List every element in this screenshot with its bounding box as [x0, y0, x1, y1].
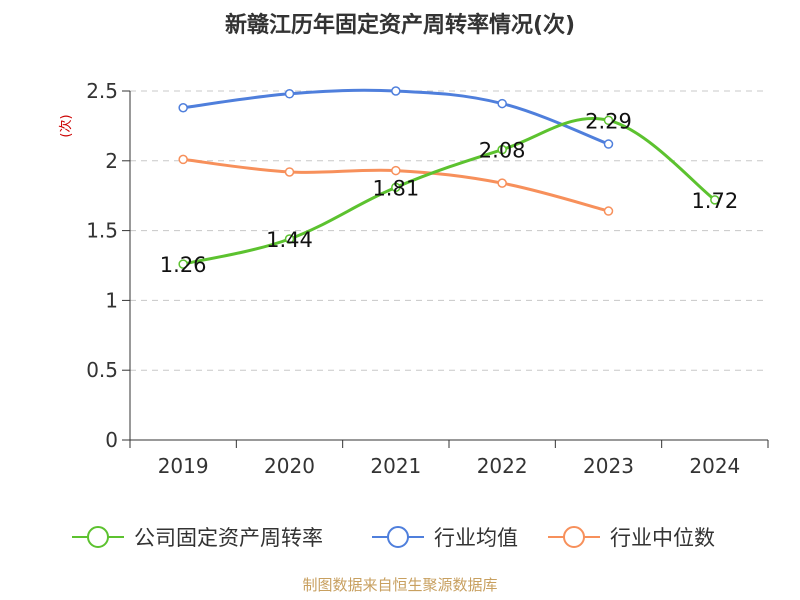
legend-label: 行业均值 — [434, 526, 518, 550]
legend[interactable]: 公司固定资产周转率 行业均值 行业中位数 — [72, 526, 715, 550]
y-tick-label: 0 — [105, 428, 118, 452]
gridlines — [130, 90, 768, 371]
y-tick-label: 2 — [105, 149, 118, 173]
y-tick-label: 1.5 — [86, 219, 118, 243]
source-note: 制图数据来自恒生聚源数据库 — [302, 576, 497, 594]
y-axis-label: (次) — [58, 114, 74, 137]
data-point — [603, 206, 614, 216]
data-point — [391, 182, 401, 193]
legend-marker-icon — [87, 526, 109, 548]
data-labels: 1.26 1.44 1.81 2.08 2.29 1.72 — [160, 109, 738, 277]
legend-item-2[interactable]: 行业中位数 — [548, 526, 715, 550]
legend-marker-icon — [387, 526, 409, 548]
legend-label: 公司固定资产周转率 — [134, 526, 323, 550]
x-tick-label: 2020 — [264, 454, 315, 478]
y-tick-label: 0.5 — [86, 358, 118, 382]
legend-label: 行业中位数 — [610, 526, 715, 550]
x-tick-label: 2024 — [689, 454, 740, 478]
axes: 0 0.5 1 1.5 2 2.5 2019 2020 2021 2022 2023 2024 — [86, 79, 769, 478]
data-point — [178, 103, 188, 113]
data-label: 1.72 — [691, 189, 738, 213]
data-point — [284, 89, 295, 99]
series-line-0 — [182, 117, 716, 266]
chart-title: 新赣江历年固定资产周转率情况(次) — [225, 12, 575, 38]
data-point — [178, 259, 188, 269]
legend-item-1[interactable]: 行业均值 — [372, 526, 518, 550]
data-point — [710, 195, 720, 205]
x-tick-label: 2022 — [477, 454, 528, 478]
data-label: 1.26 — [160, 253, 207, 277]
legend-item-0[interactable]: 公司固定资产周转率 — [72, 526, 323, 550]
x-tick-label: 2019 — [158, 454, 209, 478]
data-point — [391, 165, 401, 176]
series-line-1 — [182, 88, 610, 146]
y-tick-label: 1 — [105, 288, 118, 312]
data-point — [284, 167, 295, 177]
x-tick-label: 2023 — [583, 454, 634, 478]
data-label: 2.08 — [479, 139, 526, 163]
data-point — [284, 234, 295, 244]
data-point — [603, 139, 614, 149]
legend-marker-icon — [563, 526, 585, 548]
data-label: 1.81 — [372, 176, 419, 200]
data-point — [497, 144, 507, 155]
data-point — [603, 115, 614, 126]
series-group — [178, 86, 720, 269]
data-point — [178, 154, 188, 165]
x-tick-label: 2021 — [370, 454, 421, 478]
data-point — [497, 98, 507, 109]
data-point — [391, 86, 401, 96]
data-point — [497, 178, 507, 188]
y-tick-label: 2.5 — [86, 79, 118, 103]
data-label: 2.29 — [585, 109, 632, 133]
data-label: 1.44 — [266, 228, 313, 252]
